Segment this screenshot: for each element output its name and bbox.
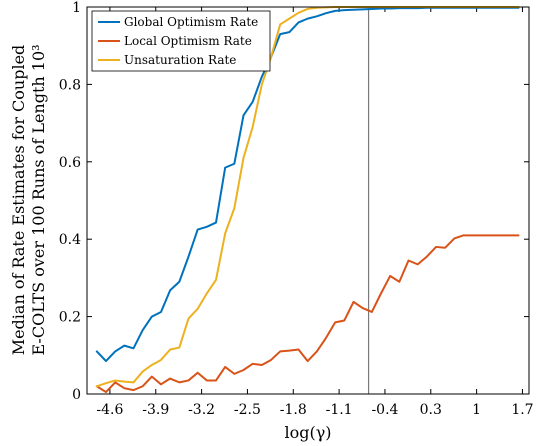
legend-label-unsaturation: Unsaturation Rate: [124, 53, 236, 67]
y-tick-label: 1: [72, 0, 81, 16]
x-tick-label: -3.2: [188, 402, 215, 418]
plot-background: [87, 7, 529, 394]
legend: Global Optimism Rate Local Optimism Rate…: [91, 10, 271, 72]
y-tick-label: 0.6: [59, 155, 81, 171]
y-axis-label-line-2: E-COLTS over 100 Runs of Length 10³: [29, 44, 48, 355]
y-tick-label: 0.4: [59, 232, 81, 248]
x-tick-label: -1.1: [326, 402, 353, 418]
y-tick-label: 0.8: [59, 77, 81, 93]
legend-box: [91, 10, 271, 72]
x-tick-label: -3.9: [142, 402, 169, 418]
x-tick-label: 1.7: [511, 402, 533, 418]
x-axis-label: log(γ): [284, 423, 331, 442]
x-tick-label: -4.6: [96, 402, 123, 418]
legend-label-global: Global Optimism Rate: [124, 15, 258, 29]
legend-label-local: Local Optimism Rate: [124, 34, 252, 48]
x-tick-label: -1.8: [280, 402, 307, 418]
x-tick-label: 1: [472, 402, 481, 418]
y-tick-labels: 0 0.2 0.4 0.6 0.8 1: [59, 0, 81, 403]
x-tick-label: -2.5: [234, 402, 261, 418]
x-tick-labels: -4.6 -3.9 -3.2 -2.5 -1.8 -1.1 -0.4 0.3 1 1.7: [96, 402, 533, 418]
x-tick-label: -0.4: [371, 402, 398, 418]
y-axis-label-line-1: Median of Rate Estimates for Coupled: [9, 45, 28, 356]
y-tick-label: 0: [72, 387, 81, 403]
y-tick-label: 0.2: [59, 310, 81, 326]
x-tick-label: 0.3: [420, 402, 442, 418]
series-line-1: [95, 234, 520, 394]
plot-frame: [86, 6, 530, 395]
